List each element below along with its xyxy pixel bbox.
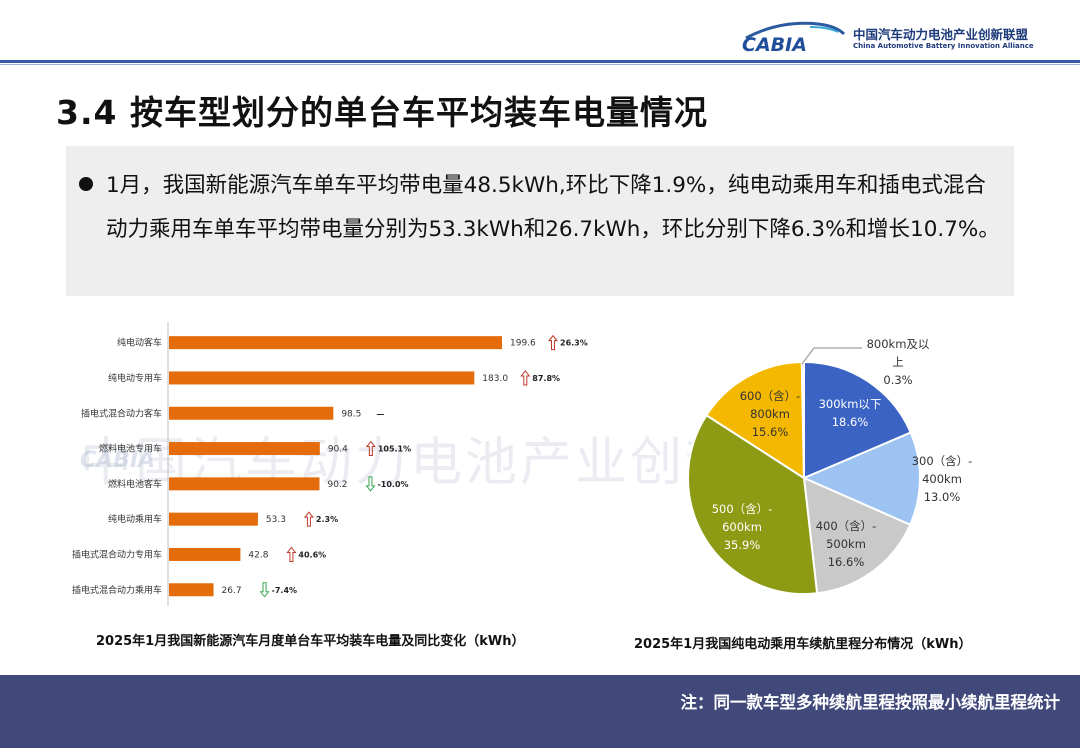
slice-label-line: 13.0% — [924, 490, 961, 504]
category-label: 燃料电池专用车 — [99, 443, 162, 455]
pie-slice — [801, 431, 921, 527]
change-label: 26.3% — [560, 339, 588, 348]
data-label: 53.3 — [266, 515, 286, 525]
data-label: 199.6 — [510, 339, 536, 349]
data-label: 183.0 — [482, 374, 508, 384]
org-name-cn: 中国汽车动力电池产业创新联盟 — [853, 27, 1029, 42]
cabia-logo: CABIA 中国汽车动力电池产业创新联盟 China Automotive Ba… — [740, 18, 1034, 54]
data-label: 26.7 — [222, 586, 242, 596]
change-label: — — [376, 409, 384, 418]
slice-label-line: 600（含）- — [740, 389, 801, 403]
bar — [169, 583, 214, 597]
slice-label-line: 400km — [922, 472, 962, 486]
bar — [169, 371, 475, 385]
category-label: 纯电动客车 — [117, 337, 162, 349]
category-label: 纯电动专用车 — [108, 372, 162, 384]
change-label: 2.3% — [316, 515, 338, 524]
bar — [169, 406, 334, 420]
data-label: 90.4 — [328, 445, 348, 455]
bar — [169, 477, 320, 491]
slice-label-line: 35.9% — [724, 538, 761, 552]
slice-label-line: 上 — [892, 355, 904, 369]
slice-label-line: 16.6% — [828, 555, 865, 569]
slice-label: 300km以下 18.6% — [819, 397, 882, 429]
category-label: 燃料电池客车 — [108, 478, 162, 490]
footer-note: 注：同一款车型多种续航里程按照最小续航里程统计 — [680, 693, 1061, 712]
slice-label: 400（含）- 500km 16.6% — [816, 519, 877, 569]
slice-label: 500（含）- 600km 35.9% — [712, 502, 773, 552]
watermark-logo: CABIA — [80, 448, 156, 473]
slice-label-line: 0.3% — [883, 373, 912, 387]
change-label: 105.1% — [378, 445, 411, 454]
pie-slice — [803, 360, 913, 480]
category-label: 插电式混合动力专用车 — [72, 548, 162, 560]
pie-slice — [802, 476, 912, 595]
slice-label-line: 18.6% — [832, 415, 869, 429]
slice-label-line: 300（含）- — [912, 454, 973, 468]
up-arrow-icon — [520, 370, 531, 386]
category-label: 插电式混合动力客车 — [81, 407, 162, 419]
change-label: 87.8% — [532, 374, 560, 383]
pie-chart-title: 2025年1月我国纯电动乘用车续航里程分布情况（kWh） — [634, 637, 972, 652]
header-divider — [0, 60, 1080, 63]
org-name-en: China Automotive Battery Innovation Alli… — [853, 42, 1034, 50]
data-label: 98.5 — [341, 409, 361, 419]
up-arrow-icon — [547, 334, 559, 351]
pie-chart: 300km以下 18.6% 300（含）- 400km 13.0% 400（含）- 500k… — [687, 337, 973, 595]
summary-box: 1月，我国新能源汽车单车平均带电量48.5kWh,环比下降1.9%，纯电动乘用车… — [66, 146, 1014, 296]
slice-label: 300（含）- 400km 13.0% — [912, 454, 973, 504]
pie-slice — [705, 361, 806, 480]
pie-slice — [687, 413, 819, 595]
category-label: 纯电动乘用车 — [108, 513, 162, 525]
header-divider-thin — [0, 64, 1080, 65]
data-label: 42.8 — [248, 550, 268, 560]
bar-chart: 纯电动客车 199.6 26.3% 纯电动专用车 183.0 87.8% 插电式混合动力客车… — [72, 322, 588, 606]
summary-text: 1月，我国新能源汽车单车平均带电量48.5kWh,环比下降1.9%，纯电动乘用车… — [106, 173, 1000, 242]
cabia-logo-text: CABIA — [742, 34, 807, 54]
data-label: 90.2 — [327, 480, 347, 490]
up-arrow-icon — [365, 440, 376, 457]
leader-line — [801, 347, 862, 365]
cabia-logo-mark: CABIA — [742, 21, 846, 54]
bar — [169, 336, 502, 350]
slice-label: 800km及以上 0.3% — [867, 337, 930, 387]
slice-label-line: 300km以下 — [819, 397, 882, 411]
slice-label-line: 800km及以 — [867, 337, 930, 351]
slice-label-line: 400（含）- — [816, 519, 877, 533]
down-arrow-icon — [259, 582, 270, 598]
slice-label: 600（含）- 800km 15.6% — [740, 389, 801, 439]
slice-label-line: 800km — [750, 407, 790, 421]
slice-label-line: 500（含）- — [712, 502, 773, 516]
up-arrow-icon — [303, 511, 314, 527]
footer-bar: 注：同一款车型多种续航里程按照最小续航里程统计 — [0, 675, 1080, 748]
slice-label-line: 500km — [826, 537, 866, 551]
change-label: -10.0% — [377, 480, 408, 489]
down-arrow-icon — [365, 476, 376, 492]
slice-label-line: 15.6% — [752, 425, 789, 439]
change-label: -7.4% — [272, 586, 298, 595]
bar-chart-title: 2025年1月我国新能源汽车月度单台车平均装车电量及同比变化（kWh） — [96, 634, 525, 649]
bar — [169, 512, 258, 526]
page-title: 3.4 按车型划分的单台车平均装车电量情况 — [56, 93, 708, 132]
up-arrow-icon — [286, 546, 297, 562]
change-label: 40.6% — [298, 550, 326, 559]
category-label: 插电式混合动力乘用车 — [72, 584, 162, 596]
bar — [169, 547, 241, 561]
bar — [169, 442, 320, 456]
slice-label-line: 600km — [722, 520, 762, 534]
bullet-icon — [79, 177, 93, 191]
